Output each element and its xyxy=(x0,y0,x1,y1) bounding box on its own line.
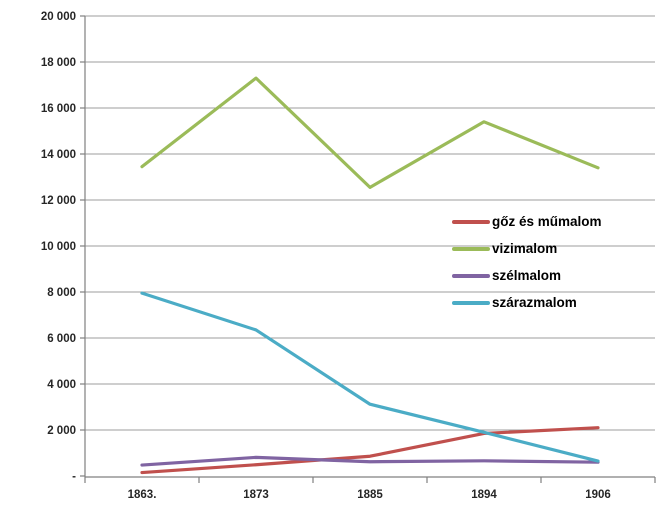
y-tick-label: 16 000 xyxy=(41,103,76,115)
y-tick-label: 12 000 xyxy=(41,195,76,207)
legend-label: gőz és műmalom xyxy=(492,214,602,229)
legend-line-swatch xyxy=(452,219,490,224)
legend-item-1: gőz és műmalom xyxy=(452,208,602,235)
legend-line-swatch xyxy=(452,273,490,278)
legend: gőz és műmalom vizimalom szélmalom szárazma… xyxy=(452,208,602,316)
legend-line-swatch xyxy=(452,246,490,251)
series-line-1 xyxy=(140,426,600,475)
legend-label: szélmalom xyxy=(492,268,562,283)
legend-label: szárazmalom xyxy=(492,295,577,310)
y-tick-label: 2 000 xyxy=(47,425,76,437)
legend-item-2: vizimalom xyxy=(452,235,602,262)
legend-line-swatch xyxy=(452,300,490,305)
series-line-4 xyxy=(140,291,600,463)
x-tick-label: 1863. xyxy=(128,489,157,501)
y-tick-label: 6 000 xyxy=(47,333,76,345)
y-tick-label: 18 000 xyxy=(41,57,76,69)
y-tick-label: 20 000 xyxy=(41,11,76,23)
y-tick-label: 10 000 xyxy=(41,241,76,253)
series-line-2 xyxy=(140,76,600,189)
x-tick-label: 1873 xyxy=(243,489,269,501)
series-line-3 xyxy=(140,455,600,467)
y-tick-label: 4 000 xyxy=(47,379,76,391)
y-tick-label: 14 000 xyxy=(41,149,76,161)
legend-label: vizimalom xyxy=(492,241,558,256)
x-tick-label: 1894 xyxy=(471,489,497,501)
x-tick-label: 1885 xyxy=(357,489,383,501)
y-tick-label: 8 000 xyxy=(47,287,76,299)
x-tick-label: 1906 xyxy=(585,489,611,501)
y-tick-label: - xyxy=(72,471,76,483)
legend-item-4: szárazmalom xyxy=(452,289,602,316)
legend-item-3: szélmalom xyxy=(452,262,602,289)
